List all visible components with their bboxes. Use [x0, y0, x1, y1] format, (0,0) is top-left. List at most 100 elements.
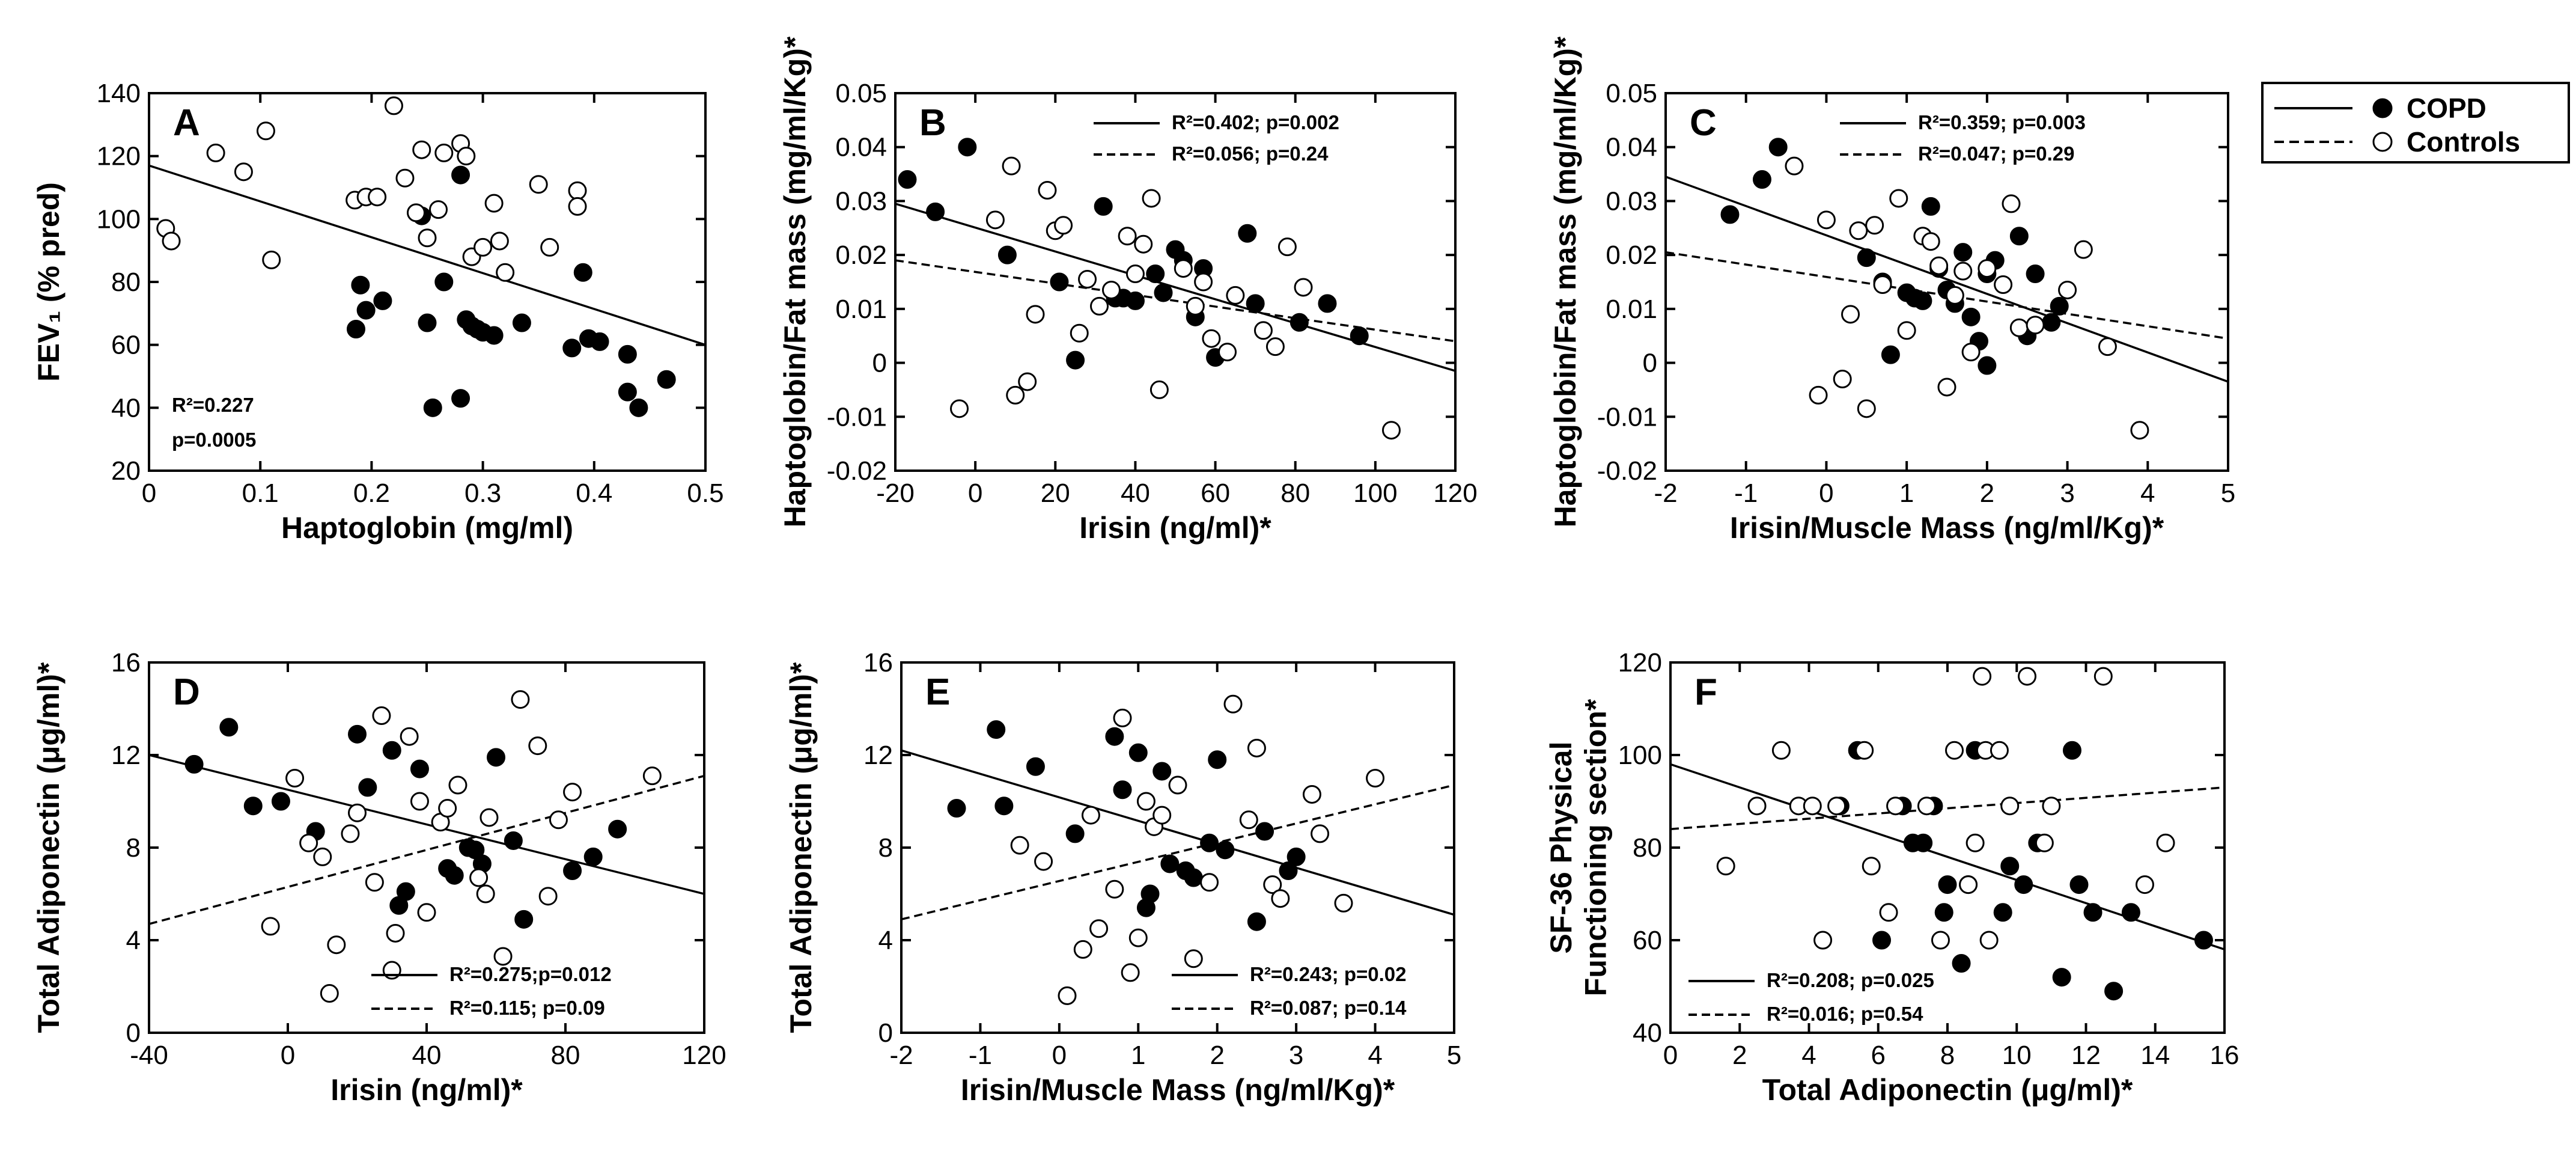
x-axis-label: Irisin/Muscle Mass (ng/ml/Kg)*	[1730, 511, 2164, 545]
point-copd	[608, 819, 627, 839]
y-tick-label: 80	[1633, 833, 1662, 863]
y-tick-label: 20	[111, 456, 141, 486]
point-copd	[997, 245, 1017, 265]
point-copd	[487, 748, 505, 767]
point-control	[1149, 380, 1169, 399]
point-copd	[271, 792, 290, 811]
point-control	[1897, 321, 1916, 340]
point-control	[1994, 275, 2013, 294]
plot-frame	[148, 661, 705, 1034]
y-tick-label: 0.05	[835, 79, 887, 108]
point-copd	[1993, 903, 2012, 922]
point-copd	[219, 718, 239, 737]
y-tick-label: 0	[872, 349, 887, 378]
point-copd	[1066, 350, 1085, 370]
panel-b: -20 0 20 40 60 80 100 120 -0.02 -0.01 0 0.01 0.02 0.0…	[778, 36, 1478, 545]
point-control	[313, 847, 332, 866]
point-control	[1006, 385, 1025, 405]
point-control	[1125, 265, 1145, 284]
point-control	[493, 947, 513, 966]
point-control	[1889, 189, 1908, 208]
point-copd	[512, 313, 531, 332]
stats-text: R²=0.087; p=0.14	[1250, 997, 1407, 1019]
point-control	[434, 143, 454, 162]
y-tick-label: 8	[126, 833, 141, 863]
point-control	[1809, 385, 1828, 405]
x-tick-label: 2	[1980, 479, 1994, 508]
point-copd	[583, 847, 603, 866]
x-tick-label: 16	[2210, 1041, 2240, 1070]
point-control	[2130, 421, 2149, 440]
point-copd	[2083, 903, 2103, 922]
point-control	[538, 887, 558, 906]
point-control	[368, 188, 387, 207]
point-copd	[618, 382, 637, 402]
point-copd	[346, 320, 365, 338]
point-control	[1841, 305, 1860, 324]
y-tick-label: 0.03	[1606, 186, 1657, 216]
panel-letter: A	[173, 102, 200, 144]
point-copd	[514, 910, 534, 929]
point-copd	[410, 759, 429, 778]
point-copd	[356, 301, 376, 320]
x-tick-label: 0	[1663, 1041, 1678, 1070]
point-control	[1018, 372, 1037, 391]
point-control	[1128, 928, 1148, 947]
point-control	[384, 96, 403, 115]
y-axis-label: Total Adiponectin (μg/ml)*	[32, 662, 65, 1033]
point-copd	[451, 389, 470, 408]
x-tick-label: 100	[1353, 479, 1397, 508]
point-copd	[1255, 822, 1274, 841]
point-control	[1058, 986, 1077, 1005]
point-copd	[348, 724, 367, 744]
y-tick-label: 120	[1618, 648, 1662, 677]
x-tick-label: -2	[1654, 479, 1677, 508]
point-copd	[1279, 861, 1298, 880]
point-control	[1223, 694, 1243, 714]
fit-line-controls	[901, 784, 1454, 921]
panel-letter: B	[919, 102, 946, 144]
plot-frame	[894, 92, 1457, 472]
point-control	[2002, 194, 2021, 213]
x-tick-label: 0	[1052, 1041, 1067, 1070]
point-control	[1334, 893, 1353, 913]
y-tick-label: 0	[126, 1018, 141, 1048]
point-copd	[1105, 727, 1124, 746]
point-control	[2074, 240, 2093, 259]
point-control	[1153, 806, 1172, 825]
stats-text: R²=0.402; p=0.002	[1172, 111, 1339, 133]
point-control	[412, 140, 431, 159]
point-control	[1174, 259, 1193, 278]
y-tick-label: 0.02	[835, 240, 887, 270]
point-copd	[2062, 741, 2081, 760]
point-control	[473, 237, 493, 257]
point-copd	[1913, 291, 1932, 310]
point-copd	[1953, 243, 1973, 262]
point-control	[448, 775, 467, 795]
x-tick-label: 0	[142, 479, 156, 508]
point-copd	[2104, 982, 2124, 1001]
x-tick-label: 2	[1732, 1041, 1747, 1070]
point-copd	[351, 275, 370, 295]
y-tick-label: 120	[97, 142, 141, 171]
point-copd	[926, 202, 945, 221]
point-control	[429, 200, 448, 219]
panel-f: 0 2 4 6 8 10 12 14 16 40 60 80 100 120 Total Adiponect…	[1544, 648, 2239, 1107]
x-tick-label: 0.2	[353, 479, 390, 508]
point-copd	[2000, 857, 2020, 876]
point-copd	[1872, 931, 1892, 950]
y-tick-label: -0.01	[1597, 402, 1657, 432]
panel-a: 0 0.1 0.2 0.3 0.4 0.5 20 40 60 80 100 120 140 Haptogl…	[32, 79, 724, 545]
point-copd	[504, 831, 523, 850]
point-copd	[1350, 326, 1369, 346]
point-control	[1945, 286, 1964, 305]
y-tick-label: -0.02	[1597, 456, 1657, 486]
point-copd	[657, 370, 676, 389]
point-copd	[1238, 224, 1257, 243]
x-tick-label: -1	[969, 1041, 992, 1070]
point-control	[1265, 337, 1285, 356]
y-tick-label: 0	[1643, 349, 1657, 378]
point-control	[985, 210, 1005, 230]
y-tick-label: 4	[126, 926, 141, 955]
